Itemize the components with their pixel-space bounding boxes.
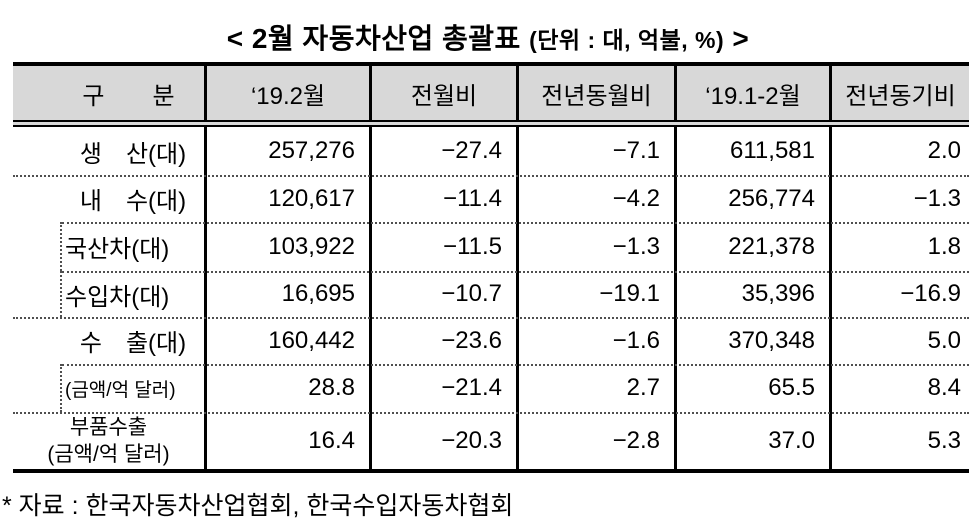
auto-industry-summary-table: 구 분 ‘19.2월 전월비 전년동월비 ‘19.1-2월 전년동기비 생 산(… <box>13 62 969 473</box>
table-header-row: 구 분 ‘19.2월 전월비 전년동월비 ‘19.1-2월 전년동기비 <box>13 66 969 127</box>
value-cell: −21.4 <box>369 364 516 412</box>
row-label: (금액/억 달러) <box>65 379 176 401</box>
column-header-yoy-month: 전년동월비 <box>516 66 674 120</box>
value-cell: 370,348 <box>674 317 829 364</box>
value-cell: 2.0 <box>829 127 969 175</box>
dotted-separator <box>13 175 969 177</box>
value-cell: 103,922 <box>204 222 369 271</box>
label-cell: 생 산(대) <box>13 127 204 175</box>
label-cell: 국산차(대) <box>13 222 204 271</box>
value-cell: 1.8 <box>829 222 969 271</box>
value-cell: 256,774 <box>674 175 829 222</box>
label-cell: 수입차(대) <box>13 271 204 317</box>
column-header-category: 구 분 <box>82 82 175 110</box>
row-imported-cars: 수입차(대) 16,695 −10.7 −19.1 35,396 −16.9 <box>13 271 969 317</box>
row-exports: 수 출(대) 160,442 −23.6 −1.6 370,348 5.0 <box>13 317 969 364</box>
value-cell: −27.4 <box>369 127 516 175</box>
value-cell: −20.3 <box>369 412 516 469</box>
value-cell: −11.4 <box>369 175 516 222</box>
value-cell: −16.9 <box>829 271 969 317</box>
value-cell: 37.0 <box>674 412 829 469</box>
indent-spacer <box>13 317 62 364</box>
value-cell: −23.6 <box>369 317 516 364</box>
value-cell: −1.6 <box>516 317 674 364</box>
row-label: 국산차(대) <box>65 236 170 263</box>
row-label: 수 출(대) <box>79 330 187 357</box>
source-note: * 자료 : 한국자동차산업협회, 한국수입자동차협회 <box>2 492 514 520</box>
value-cell: −11.5 <box>369 222 516 271</box>
row-label: 수입차(대) <box>65 283 170 311</box>
value-cell: 8.4 <box>829 364 969 412</box>
value-cell: 160,442 <box>204 317 369 364</box>
value-cell: 120,617 <box>204 175 369 222</box>
value-cell: 28.8 <box>204 364 369 412</box>
value-cell: −4.2 <box>516 175 674 222</box>
value-cell: 35,396 <box>674 271 829 317</box>
row-parts-export: 부품수출 (금액/억 달러) 16.4 −20.3 −2.8 37.0 5.3 <box>13 412 969 469</box>
value-cell: −1.3 <box>516 222 674 271</box>
row-label: 내 수(대) <box>79 188 187 215</box>
value-cell: 5.0 <box>829 317 969 364</box>
label-cell: 부품수출 (금액/억 달러) <box>13 412 204 469</box>
indent-dotted-line <box>13 271 62 317</box>
value-cell: −2.8 <box>516 412 674 469</box>
column-header-jan-feb-2019: ‘19.1-2월 <box>674 66 829 120</box>
column-header-feb-2019: ‘19.2월 <box>204 66 369 120</box>
label-cell: 내 수(대) <box>13 175 204 222</box>
dotted-separator <box>13 412 969 414</box>
column-header-yoy-period: 전년동기비 <box>829 66 969 120</box>
value-cell: 16.4 <box>204 412 369 469</box>
value-cell: 5.3 <box>829 412 969 469</box>
label-cell: 수 출(대) <box>13 317 204 364</box>
indent-spacer <box>13 175 62 222</box>
dotted-separator-indented <box>62 222 969 224</box>
indent-dotted-line <box>13 364 62 412</box>
column-header-mom-change: 전월비 <box>369 66 516 120</box>
dotted-separator <box>13 317 969 319</box>
value-cell: −7.1 <box>516 127 674 175</box>
row-domestic-cars: 국산차(대) 103,922 −11.5 −1.3 221,378 1.8 <box>13 222 969 271</box>
title-main: < 2월 자동차산업 총괄표 <box>226 23 530 54</box>
dotted-separator-indented <box>62 364 969 366</box>
row-domestic-sales: 내 수(대) 120,617 −11.4 −4.2 256,774 −1.3 <box>13 175 969 222</box>
value-cell: 65.5 <box>674 364 829 412</box>
value-cell: −19.1 <box>516 271 674 317</box>
row-export-value: (금액/억 달러) 28.8 −21.4 2.7 65.5 8.4 <box>13 364 969 412</box>
indent-spacer <box>13 127 62 175</box>
indent-dotted-line <box>13 222 62 271</box>
row-label: 부품수출 (금액/억 달러) <box>47 415 170 466</box>
value-cell: 257,276 <box>204 127 369 175</box>
title-unit: (단위 : 대, 억불, %) <box>529 27 725 53</box>
value-cell: −10.7 <box>369 271 516 317</box>
row-label: 생 산(대) <box>79 140 187 168</box>
value-cell: 221,378 <box>674 222 829 271</box>
page-title: < 2월 자동차산업 총괄표 (단위 : 대, 억불, %) > <box>0 0 976 62</box>
dotted-separator-indented <box>62 271 969 273</box>
value-cell: −1.3 <box>829 175 969 222</box>
value-cell: 611,581 <box>674 127 829 175</box>
row-production: 생 산(대) 257,276 −27.4 −7.1 611,581 2.0 <box>13 127 969 175</box>
value-cell: 16,695 <box>204 271 369 317</box>
value-cell: 2.7 <box>516 364 674 412</box>
label-cell: (금액/억 달러) <box>13 364 204 412</box>
title-close: > <box>724 23 750 54</box>
table-body: 생 산(대) 257,276 −27.4 −7.1 611,581 2.0 내 … <box>13 127 969 469</box>
